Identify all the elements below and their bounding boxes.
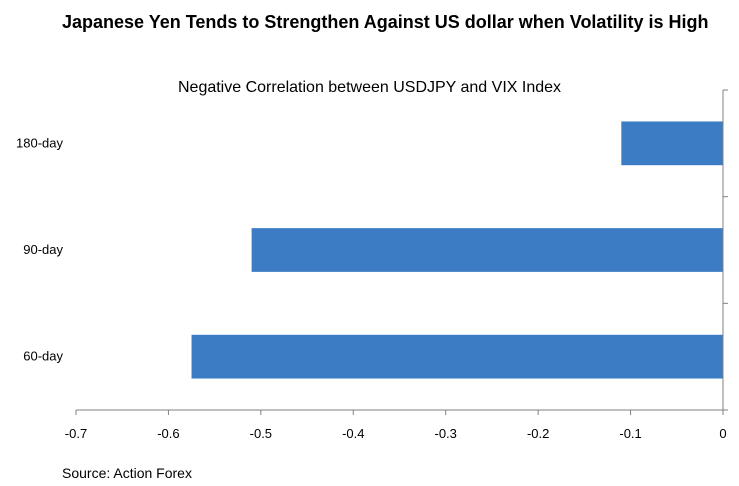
x-tick-label: -0.5 (250, 426, 272, 441)
x-tick-label: -0.2 (527, 426, 549, 441)
bar-60-day (191, 334, 724, 379)
x-tick-label: -0.7 (65, 426, 87, 441)
chart-title: Negative Correlation between USDJPY and … (177, 79, 562, 96)
x-tick-label: 0 (719, 426, 726, 441)
x-tick-label: -0.3 (435, 426, 457, 441)
category-label-180-day: 180-day (16, 135, 63, 150)
bar-90-day (251, 228, 723, 272)
source-note: Source: Action Forex (62, 465, 192, 481)
x-tick-label: -0.1 (619, 426, 641, 441)
category-label-90-day: 90-day (23, 242, 63, 257)
category-label-60-day: 60-day (23, 349, 63, 364)
x-tick-label: -0.6 (157, 426, 179, 441)
page-title: Japanese Yen Tends to Strengthen Against… (62, 12, 709, 32)
x-tick-label: -0.4 (342, 426, 364, 441)
bar-180-day (621, 121, 723, 166)
